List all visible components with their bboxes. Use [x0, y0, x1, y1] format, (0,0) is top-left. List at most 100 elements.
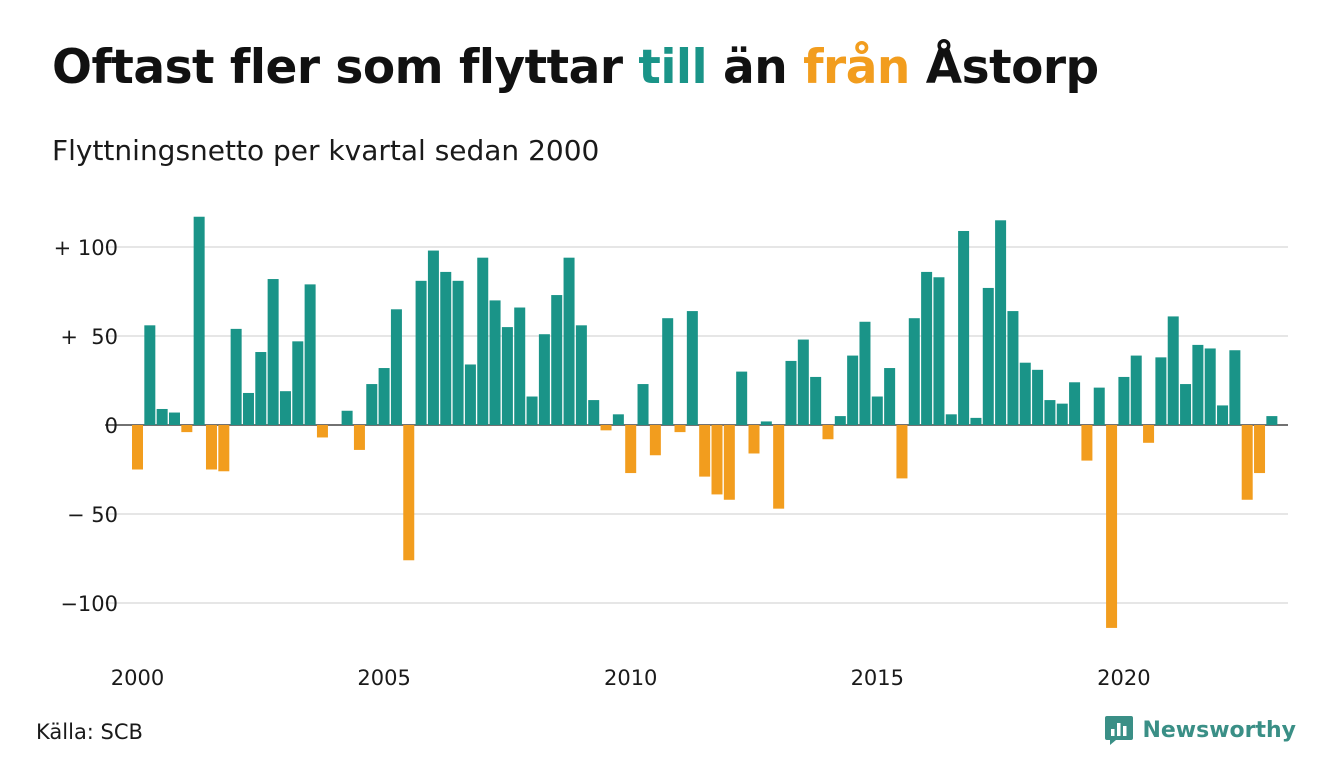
- bar: [563, 257, 575, 425]
- bar: [575, 325, 587, 425]
- brand-logo: Newsworthy: [1104, 714, 1296, 746]
- bar: [982, 287, 994, 425]
- bar: [921, 271, 933, 425]
- bar: [723, 425, 735, 500]
- y-tick-label: − 50: [67, 503, 118, 527]
- bar: [144, 325, 156, 425]
- bar: [132, 425, 143, 470]
- y-tick-label: + 50: [60, 325, 118, 349]
- bar: [452, 280, 464, 425]
- bar: [773, 425, 785, 509]
- y-tick-label: + 100: [54, 236, 118, 260]
- bar: [1167, 316, 1179, 425]
- bar: [785, 360, 797, 425]
- bar: [514, 307, 526, 425]
- bar: [810, 376, 822, 425]
- title-highlight-in: till: [638, 40, 708, 95]
- bar: [205, 425, 217, 470]
- bar: [847, 355, 859, 425]
- bar: [859, 321, 871, 425]
- bar: [341, 410, 353, 425]
- bar: [156, 408, 168, 425]
- bar: [304, 284, 316, 425]
- bar: [464, 364, 476, 425]
- chart-title: Oftast fler som flyttar till än från Åst…: [52, 40, 1099, 95]
- bar: [612, 414, 624, 425]
- title-part-3: Åstorp: [909, 40, 1099, 95]
- bar: [415, 280, 427, 425]
- bar: [193, 216, 205, 425]
- bar: [181, 425, 193, 433]
- bar: [1241, 425, 1253, 500]
- bar: [699, 425, 711, 477]
- bar: [686, 311, 698, 425]
- bar: [822, 425, 834, 440]
- bar: [440, 271, 452, 425]
- bar: [748, 425, 760, 454]
- bar: [1192, 344, 1204, 425]
- x-tick-label: 2015: [851, 666, 904, 690]
- bar: [1204, 348, 1216, 425]
- bar: [588, 400, 600, 425]
- bar: [255, 352, 267, 425]
- x-tick-label: 2005: [357, 666, 410, 690]
- bar: [1254, 425, 1266, 474]
- bar: [760, 421, 772, 425]
- bar: [1093, 387, 1105, 425]
- bar: [674, 425, 686, 433]
- bar: [871, 396, 883, 425]
- bar: [1019, 362, 1031, 425]
- bar: [403, 425, 415, 561]
- bar: [600, 425, 612, 431]
- chart-subtitle: Flyttningsnetto per kvartal sedan 2000: [52, 134, 600, 167]
- bar: [1266, 416, 1278, 425]
- bar: [242, 392, 254, 425]
- title-part-1: Oftast fler som flyttar: [52, 40, 639, 95]
- bar: [218, 425, 230, 472]
- bar: [526, 396, 538, 425]
- bar: [292, 341, 304, 425]
- bar: [427, 250, 439, 425]
- bar: [662, 318, 674, 425]
- bar: [390, 309, 402, 425]
- x-tick-label: 2010: [604, 666, 657, 690]
- title-highlight-out: från: [803, 40, 910, 95]
- bar: [884, 368, 896, 425]
- bar: [316, 425, 328, 438]
- bar: [279, 391, 291, 425]
- bar: [1130, 355, 1142, 425]
- bar: [366, 384, 378, 425]
- bar: [649, 425, 661, 456]
- brand-name: Newsworthy: [1142, 717, 1296, 743]
- bar: [378, 368, 390, 425]
- bar: [1056, 403, 1068, 425]
- title-part-2: än: [707, 40, 804, 95]
- x-tick-label: 2000: [111, 666, 164, 690]
- bar: [1180, 384, 1192, 425]
- bar: [1155, 357, 1167, 425]
- bar: [995, 220, 1007, 425]
- y-tick-label: 0: [105, 414, 118, 438]
- bar: [637, 384, 649, 425]
- bar: [1044, 400, 1056, 425]
- bar: [1069, 382, 1081, 425]
- bar: [1106, 425, 1118, 628]
- bar: [267, 279, 279, 425]
- bar: [933, 277, 945, 425]
- bar: [1032, 369, 1044, 425]
- source-note: Källa: SCB: [36, 720, 143, 744]
- bar: [1081, 425, 1093, 461]
- bar: [711, 425, 723, 495]
- bar: [945, 414, 957, 425]
- bar: [353, 425, 365, 450]
- bar: [1143, 425, 1155, 443]
- bar: [958, 230, 970, 425]
- bar: [551, 295, 563, 425]
- bar: [625, 425, 637, 474]
- x-tick-label: 2020: [1097, 666, 1150, 690]
- y-tick-label: −100: [60, 592, 118, 616]
- bar: [1007, 311, 1019, 425]
- bar: [797, 339, 809, 425]
- bar: [501, 327, 513, 425]
